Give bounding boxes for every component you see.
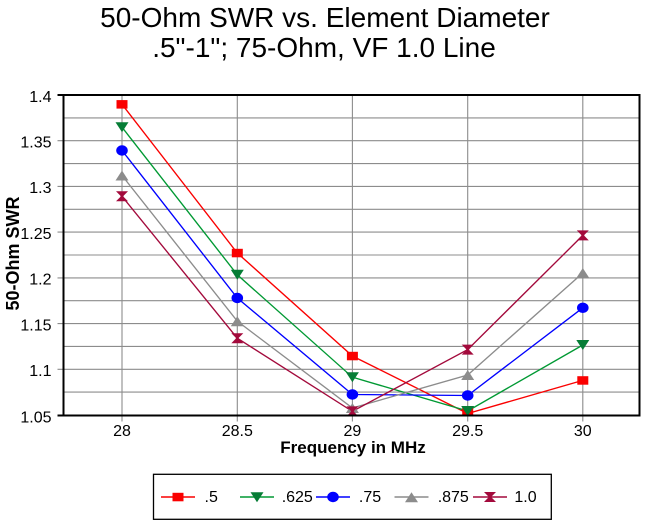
svg-text:50-Ohm SWR vs. Element Diamete: 50-Ohm SWR vs. Element Diameter xyxy=(100,2,550,33)
svg-text:28.5: 28.5 xyxy=(222,423,253,440)
svg-text:1.05: 1.05 xyxy=(20,409,51,426)
svg-text:1.15: 1.15 xyxy=(20,317,51,334)
svg-text:50-Ohm SWR: 50-Ohm SWR xyxy=(3,196,23,310)
svg-text:.625: .625 xyxy=(282,489,313,506)
svg-text:29.5: 29.5 xyxy=(452,423,483,440)
svg-text:28: 28 xyxy=(113,423,131,440)
svg-text:1.35: 1.35 xyxy=(20,135,51,152)
svg-text:.5"-1"; 75-Ohm, VF 1.0 Line: .5"-1"; 75-Ohm, VF 1.0 Line xyxy=(152,32,496,63)
svg-text:.5: .5 xyxy=(205,489,218,506)
svg-text:30: 30 xyxy=(574,423,592,440)
svg-text:1.1: 1.1 xyxy=(29,363,51,380)
svg-text:1.0: 1.0 xyxy=(514,489,536,506)
svg-text:1.4: 1.4 xyxy=(29,89,51,106)
svg-text:1.25: 1.25 xyxy=(20,226,51,243)
svg-text:.75: .75 xyxy=(359,489,381,506)
svg-text:.875: .875 xyxy=(438,489,469,506)
svg-text:Frequency in MHz: Frequency in MHz xyxy=(280,438,425,457)
svg-text:1.3: 1.3 xyxy=(29,180,51,197)
svg-text:1.2: 1.2 xyxy=(29,272,51,289)
svg-text:29: 29 xyxy=(344,423,362,440)
